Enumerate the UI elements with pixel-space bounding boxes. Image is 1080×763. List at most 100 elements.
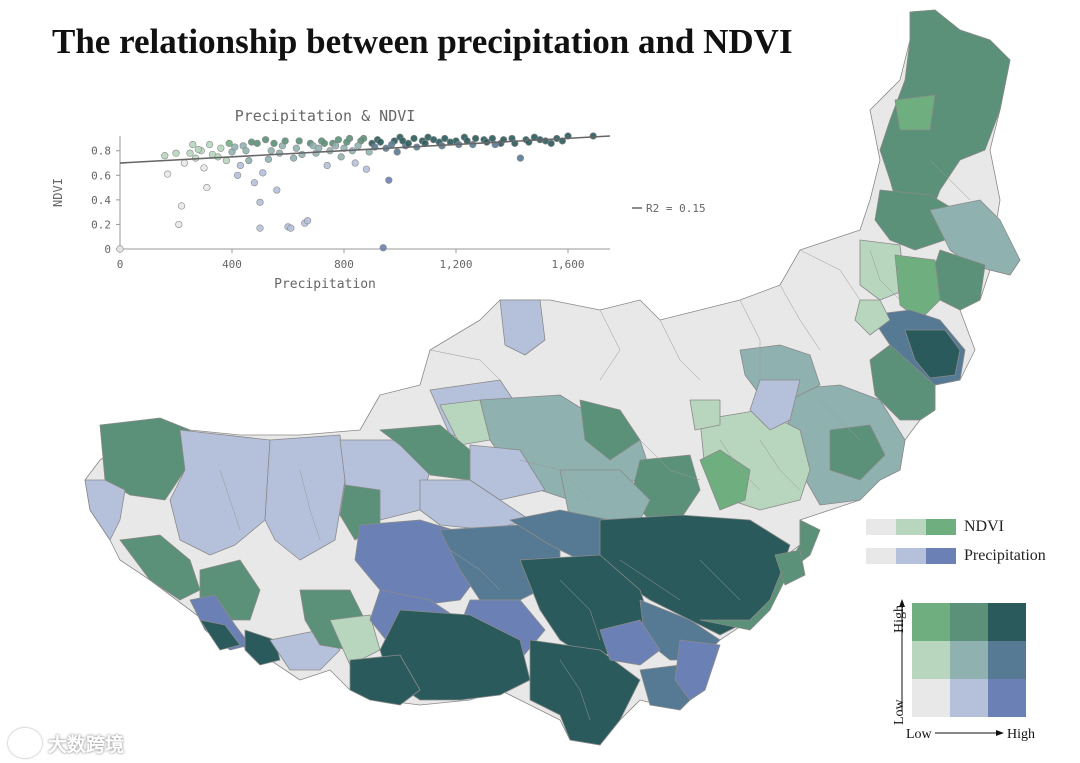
scatter-point xyxy=(337,153,345,161)
scatter-point xyxy=(354,142,362,150)
x-high-label: High xyxy=(1007,727,1035,742)
legend-precip-row: Precipitation xyxy=(866,543,1046,569)
region-sw-3 xyxy=(244,629,281,666)
scatter-point xyxy=(256,224,264,232)
scatter-point xyxy=(410,134,418,143)
bivariate-cell xyxy=(912,603,950,641)
county-line xyxy=(599,309,621,381)
region-s-11 xyxy=(599,619,661,666)
y-high-label: High xyxy=(892,605,907,633)
x-low-label: Low xyxy=(906,727,933,742)
region-nw-4 xyxy=(264,434,346,561)
bivariate-cell xyxy=(988,641,1026,679)
x-arrow-head-icon xyxy=(996,730,1004,736)
scatter-point xyxy=(116,245,124,253)
watermark-text: 大数跨境 xyxy=(48,733,125,756)
scatter-point xyxy=(290,154,298,162)
scatter-point xyxy=(516,154,525,162)
scatter-chart: Precipitation & NDVI 0 400 800 1,200 1,600 0 0.… xyxy=(51,107,706,292)
region-e-7 xyxy=(699,449,751,511)
trend-legend-label: R2 = 0.15 xyxy=(646,202,706,215)
county-line xyxy=(519,459,591,501)
scatter-point xyxy=(362,165,371,173)
precip-swatch-low xyxy=(866,548,896,564)
region-nw-7 xyxy=(469,444,546,501)
scatter-point xyxy=(250,179,258,187)
county-line xyxy=(699,559,741,601)
county-line xyxy=(639,439,701,481)
bivariate-cell xyxy=(950,641,988,679)
scatter-point xyxy=(161,152,169,160)
bivariate-cell xyxy=(988,679,1026,717)
region-s-8 xyxy=(699,519,821,631)
scatter-point xyxy=(267,147,275,155)
scatter-point xyxy=(295,137,303,145)
scatter-point xyxy=(393,148,401,156)
x-axis-label: Precipitation xyxy=(274,277,376,292)
county-line xyxy=(739,299,761,380)
scatter-point xyxy=(292,144,300,152)
county-line xyxy=(219,469,241,531)
bivariate-legend: Low High Low High xyxy=(892,599,1035,742)
scatter-point xyxy=(217,144,225,152)
scatter-point xyxy=(376,138,385,146)
bivariate-cell xyxy=(950,603,988,641)
scatter-point xyxy=(379,244,387,252)
scatter-points xyxy=(116,132,597,253)
bivariate-cell xyxy=(912,679,950,717)
scatter-point xyxy=(385,176,393,184)
scatter-point xyxy=(276,149,284,157)
county-line xyxy=(619,559,681,601)
region-ne-9 xyxy=(904,329,961,379)
scatter-point xyxy=(323,161,331,170)
y-tick-label: 0 xyxy=(104,243,111,256)
region-s-5 xyxy=(349,654,421,706)
scatter-point xyxy=(178,202,186,210)
scatter-point xyxy=(206,140,214,149)
scatter-point xyxy=(259,169,267,177)
county-line xyxy=(719,439,761,491)
scatter-point xyxy=(248,138,256,146)
region-ne-1 xyxy=(879,9,1011,216)
scatter-point xyxy=(222,156,230,165)
region-cn-8 xyxy=(689,399,721,431)
legend-precip-label: Precipitation xyxy=(964,547,1046,564)
scatter-point xyxy=(404,139,413,147)
county-line xyxy=(449,549,501,591)
scatter-point xyxy=(343,138,351,146)
scatter-point xyxy=(203,183,211,192)
region-e-3 xyxy=(829,424,886,481)
y-tick-label: 0.8 xyxy=(91,145,111,158)
x-tick-label: 800 xyxy=(334,258,354,271)
watermark: 大数跨境 xyxy=(8,728,124,758)
county-line xyxy=(799,249,861,301)
y-tick-label: 0.2 xyxy=(91,218,111,231)
scatter-point xyxy=(172,149,180,157)
region-cn-5 xyxy=(439,399,491,446)
scatter-point xyxy=(334,136,343,144)
scatter-point xyxy=(270,139,278,147)
precip-swatch-mid xyxy=(896,548,926,564)
county-line xyxy=(819,399,861,441)
legend-ndvi-label: NDVI xyxy=(964,518,1004,535)
scatter-point xyxy=(256,198,264,206)
y-tick-label: 0.4 xyxy=(91,194,111,207)
ndvi-swatch-low xyxy=(866,519,896,535)
scatter-point xyxy=(231,143,239,151)
scatter-point xyxy=(242,147,250,155)
scatter-point xyxy=(360,134,368,143)
scatter-point xyxy=(175,220,183,229)
bivariate-cell xyxy=(988,603,1026,641)
county-line xyxy=(759,439,801,491)
y-axis-label: NDVI xyxy=(51,178,65,207)
map-outline xyxy=(84,9,1021,746)
county-line xyxy=(659,319,701,381)
region-cn-4 xyxy=(579,399,641,461)
y-low-label: Low xyxy=(892,698,907,725)
x-tick-label: 0 xyxy=(117,258,124,271)
county-lines xyxy=(219,159,971,721)
scatter-point xyxy=(245,156,253,165)
scatter-point xyxy=(186,149,194,157)
county-line xyxy=(929,159,971,201)
